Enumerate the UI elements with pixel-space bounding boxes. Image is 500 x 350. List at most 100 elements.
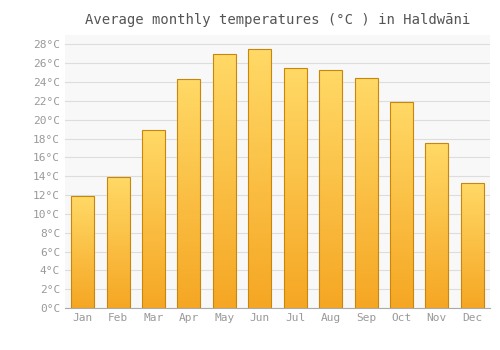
- Bar: [319, 70, 342, 72]
- Bar: [213, 130, 236, 133]
- Bar: [142, 162, 165, 164]
- Bar: [106, 266, 130, 267]
- Bar: [71, 273, 94, 274]
- Bar: [142, 285, 165, 287]
- Bar: [178, 246, 201, 248]
- Bar: [71, 234, 94, 235]
- Bar: [461, 282, 484, 283]
- Bar: [426, 212, 448, 214]
- Bar: [461, 209, 484, 210]
- Bar: [178, 228, 201, 230]
- Bar: [248, 142, 272, 145]
- Bar: [461, 187, 484, 188]
- Bar: [284, 152, 306, 154]
- Bar: [106, 307, 130, 308]
- Bar: [106, 182, 130, 184]
- Bar: [426, 252, 448, 254]
- Bar: [106, 195, 130, 197]
- Bar: [319, 301, 342, 303]
- Bar: [461, 197, 484, 198]
- Bar: [71, 296, 94, 297]
- Bar: [71, 270, 94, 271]
- Bar: [319, 291, 342, 294]
- Bar: [390, 184, 413, 186]
- Bar: [390, 259, 413, 261]
- Bar: [213, 87, 236, 89]
- Bar: [178, 164, 201, 166]
- Bar: [178, 148, 201, 150]
- Bar: [142, 271, 165, 272]
- Bar: [284, 190, 306, 193]
- Bar: [213, 153, 236, 155]
- Bar: [71, 272, 94, 273]
- Bar: [284, 123, 306, 126]
- Bar: [178, 109, 201, 111]
- Bar: [319, 239, 342, 241]
- Bar: [248, 194, 272, 197]
- Bar: [390, 230, 413, 232]
- Bar: [248, 269, 272, 272]
- Bar: [354, 113, 378, 115]
- Bar: [248, 117, 272, 119]
- Bar: [461, 183, 484, 184]
- Bar: [71, 229, 94, 230]
- Bar: [284, 68, 306, 308]
- Bar: [71, 197, 94, 198]
- Bar: [178, 294, 201, 296]
- Bar: [426, 209, 448, 211]
- Bar: [354, 122, 378, 124]
- Bar: [213, 288, 236, 290]
- Bar: [354, 255, 378, 258]
- Bar: [390, 104, 413, 106]
- Bar: [71, 300, 94, 301]
- Bar: [71, 262, 94, 263]
- Bar: [213, 260, 236, 262]
- Bar: [178, 301, 201, 303]
- Bar: [248, 49, 272, 52]
- Bar: [248, 114, 272, 117]
- Bar: [106, 186, 130, 188]
- Bar: [284, 90, 306, 92]
- Bar: [354, 163, 378, 166]
- Bar: [426, 183, 448, 184]
- Bar: [426, 178, 448, 180]
- Bar: [213, 239, 236, 242]
- Bar: [142, 224, 165, 226]
- Bar: [142, 254, 165, 257]
- Bar: [178, 260, 201, 262]
- Bar: [142, 244, 165, 246]
- Bar: [71, 247, 94, 248]
- Bar: [71, 217, 94, 218]
- Bar: [106, 236, 130, 237]
- Bar: [390, 164, 413, 166]
- Bar: [178, 219, 201, 221]
- Bar: [461, 306, 484, 307]
- Bar: [426, 280, 448, 282]
- Bar: [248, 62, 272, 65]
- Bar: [213, 72, 236, 74]
- Bar: [213, 242, 236, 244]
- Bar: [248, 225, 272, 228]
- Bar: [248, 75, 272, 78]
- Bar: [248, 57, 272, 60]
- Bar: [71, 289, 94, 290]
- Bar: [248, 186, 272, 189]
- Bar: [390, 219, 413, 222]
- Bar: [178, 281, 201, 283]
- Bar: [213, 145, 236, 148]
- Bar: [213, 107, 236, 110]
- Bar: [319, 120, 342, 122]
- Bar: [71, 202, 94, 203]
- Bar: [106, 177, 130, 178]
- Bar: [354, 168, 378, 170]
- Bar: [213, 166, 236, 168]
- Bar: [390, 170, 413, 172]
- Bar: [390, 265, 413, 267]
- Bar: [354, 92, 378, 94]
- Bar: [71, 275, 94, 276]
- Bar: [71, 211, 94, 212]
- Bar: [319, 267, 342, 270]
- Bar: [106, 267, 130, 269]
- Bar: [142, 216, 165, 217]
- Bar: [178, 299, 201, 301]
